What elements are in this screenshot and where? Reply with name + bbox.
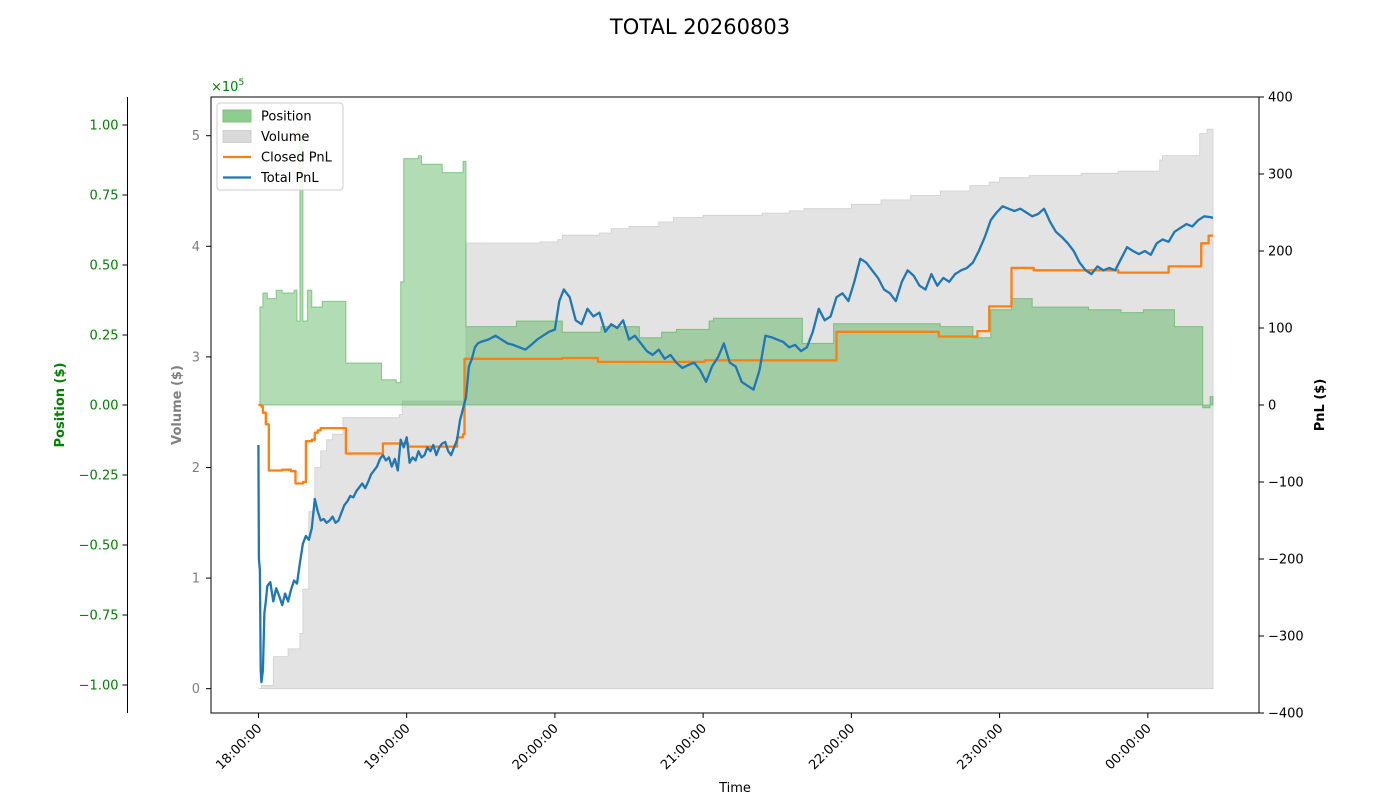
position-tick-label: 1.00 — [90, 119, 119, 134]
position-tick-label: 0.75 — [90, 189, 119, 204]
pnl-tick-label: −400 — [1268, 707, 1304, 722]
chart-title: TOTAL 20260803 — [609, 15, 790, 39]
volume-tick-label: 3 — [192, 350, 200, 365]
position-tick-label: −0.25 — [79, 469, 119, 484]
multiplier-base: ×10 — [211, 80, 238, 95]
legend-box — [216, 102, 344, 191]
volume-axis-ticks: 0 1 2 3 4 5 — [192, 129, 211, 697]
position-axis-label: Position ($) — [53, 363, 68, 448]
pnl-tick-label: 0 — [1268, 399, 1276, 414]
volume-tick-label: 1 — [192, 572, 200, 587]
position-tick-label: 0.25 — [90, 329, 119, 344]
pnl-axis: −400 −300 −200 −100 0 100 200 300 400 PnL ($) — [1259, 91, 1328, 722]
volume-area — [258, 128, 1214, 690]
volume-axis-label: Volume ($) — [170, 365, 185, 445]
volume-axis: 0 1 2 3 4 5 Volume ($) — [170, 129, 211, 697]
legend-label: Position — [261, 110, 312, 125]
pnl-axis-ticks: −400 −300 −200 −100 0 100 200 300 400 — [1259, 91, 1304, 722]
pnl-tick-label: −100 — [1268, 476, 1304, 491]
svg-text:×105: ×105 — [211, 78, 244, 95]
volume-tick-label: 5 — [192, 129, 200, 144]
legend-label: Closed PnL — [261, 151, 333, 166]
pnl-axis-label: PnL ($) — [1313, 379, 1328, 432]
volume-tick-label: 4 — [192, 240, 200, 255]
legend-label: Volume — [261, 130, 309, 145]
multiplier-exponent: 5 — [238, 78, 244, 88]
plot-frame — [210, 96, 1260, 714]
volume-tick-label: 0 — [192, 682, 200, 697]
pnl-tick-label: 200 — [1268, 245, 1293, 260]
position-axis-ticks: −1.00 −0.75 −0.50 −0.25 0.00 0.25 0.50 0.75 1.00 — [79, 119, 128, 694]
position-axis: −1.00 −0.75 −0.50 −0.25 0.00 0.25 0.50 0.75 1.00… — [53, 97, 128, 713]
pnl-tick-label: 100 — [1268, 322, 1293, 337]
position-tick-label: −0.75 — [79, 609, 119, 624]
volume-multiplier: ×105 — [211, 78, 244, 95]
legend-label: Total PnL — [260, 171, 319, 186]
legend-swatch — [222, 130, 252, 143]
position-tick-label: −0.50 — [79, 539, 119, 554]
x-axis-label: Time — [718, 781, 751, 796]
legend-swatch — [222, 109, 252, 123]
position-tick-label: 0.50 — [90, 259, 119, 274]
pnl-tick-label: 300 — [1268, 168, 1293, 183]
closed-pnl-line — [258, 234, 1213, 485]
plot-area — [257, 127, 1214, 690]
position-tick-label: 0.00 — [90, 399, 119, 414]
pnl-tick-label: −300 — [1268, 630, 1304, 645]
position-tick-label: −1.00 — [79, 679, 119, 694]
total-pnl-line — [257, 205, 1214, 684]
volume-tick-label: 2 — [192, 461, 200, 476]
pnl-tick-label: −200 — [1268, 553, 1304, 568]
pnl-tick-label: 400 — [1268, 91, 1293, 106]
legend: Position Volume Closed PnL Total PnL — [216, 102, 344, 191]
